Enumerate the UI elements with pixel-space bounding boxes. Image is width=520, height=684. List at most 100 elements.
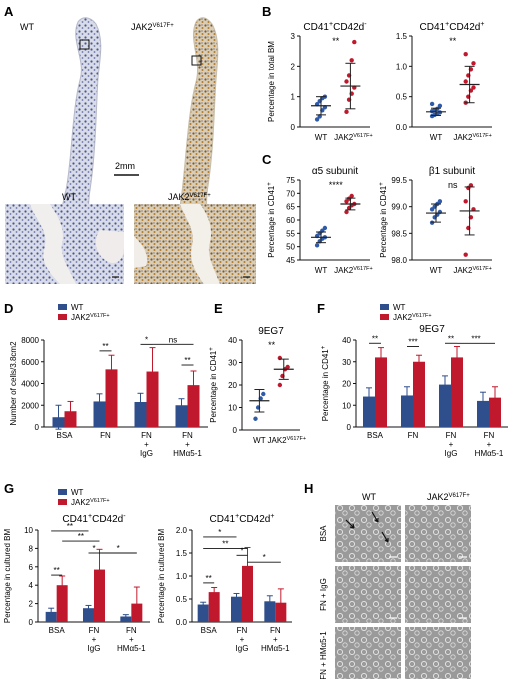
chart-b1-point [344,109,349,115]
chart-b2-point [471,61,476,66]
chart-f-legend-swatch-jak2 [380,314,389,320]
chart-g1-bar [56,585,68,622]
chart-f-legend-jak2: JAK2V617F+ [393,313,432,322]
chart-d-legend-jak2: JAK2V617F+ [71,313,110,322]
chart-g1-sig-label: ** [78,532,84,541]
chart-d-category-label: IgG [140,449,153,458]
chart-c1-ylabel: Percentage in CD41+ [267,182,276,258]
chart-d-ytick-label: 0 [35,423,40,432]
chart-g1-category-label: BSA [49,626,66,635]
micrograph-row-label: FN + IgG [319,578,328,611]
jak2-zoom-box [191,55,202,66]
chart-g2-ytick-label: 0.0 [176,618,188,627]
chart-f-bar [413,361,425,427]
chart-b1-xlabel-wt: WT [315,133,328,142]
chart-f-sig-label: ** [448,334,454,343]
chart-g2-bar [264,601,276,622]
chart-g2-sig-label: ** [206,574,212,583]
chart-c2-point [437,199,443,204]
chart-g2-bar [242,565,253,622]
chart-b2-ytick-label: 0.0 [396,123,408,132]
chart-c1-xlabel-jak2: JAK2V617F+ [334,266,373,275]
chart-b2-point [437,110,443,115]
chart-g2-sig-label: * [263,553,266,562]
chart-b1-point [344,79,349,84]
chart-d-sig-label: ** [102,342,108,351]
chart-g2-category-label: IgG [236,644,249,653]
chart-g1-category-label: HMα5-1 [117,644,146,653]
chart-f-bar [489,397,501,427]
chart-d-legend-swatch-jak2 [58,314,67,320]
zoom-wt-image [5,204,124,284]
chart-c1-ytick-label: 65 [286,203,295,212]
chart-d-category-label: HMα5-1 [173,449,202,458]
chart-g2-category-label: FN [237,626,248,635]
chart-c1-title: α5 subunit [312,166,359,177]
chart-g1-bar [83,608,94,622]
chart-g2-bar [208,592,220,622]
chart-e-point [277,382,283,388]
chart-g1-bar [94,569,105,622]
chart-b2-point [463,52,468,57]
chart-c2-title: β1 subunit [429,166,476,177]
chart-b2-point [463,79,468,84]
chart-g1-bar [45,611,57,622]
chart-b1-xlabel-jak2: JAK2V617F+ [334,133,373,142]
chart-c2-ylabel: Percentage in CD41+ [379,182,388,258]
chart-d-bar [175,405,188,427]
chart-g2-category-label: HMα5-1 [261,644,290,653]
chart-g1-ytick-label: 4 [29,581,34,590]
chart-f-bar [363,396,375,427]
chart-g1-legend-swatch-jak2 [58,499,67,505]
chart-b2-point [429,101,435,107]
chart-g2-sig-label: * [240,546,243,555]
chart-f-bar [439,384,451,427]
chart-f-bar [375,357,387,427]
chart-c-alpha5: 45 50 55 60 65 70 75 WT JAK2V617F+ **** α5 subunit… [267,166,373,275]
chart-d-category-label: + [144,440,149,449]
chart-d-ytick-label: 2000 [21,401,39,410]
chart-g2-bar [197,604,209,622]
chart-d-ytick-label: 6000 [21,358,39,367]
chart-g2-ylabel: Percentage in cultured BM [157,529,166,624]
chart-b1-ytick-label: 3 [291,32,296,41]
chart-b1-ylabel: Percentage in total BM [267,41,276,122]
chart-g1-ytick-label: 10 [24,526,33,535]
chart-c2-point [463,252,468,257]
panel-letter-h: H [304,481,313,496]
chart-b1-ytick-label: 0 [291,123,296,132]
chart-g2-ytick-label: 0.5 [176,595,188,604]
chart-f-ytick-label: 40 [342,336,351,345]
chart-b1-point [314,117,320,122]
chart-e-ytick-label: 30 [228,359,237,368]
zoom-jak2-label: JAK2V617F+ [168,192,211,202]
micrograph-cell [405,627,471,684]
chart-b2-ytick-label: 1.5 [396,32,408,41]
chart-c2-ytick-label: 99.5 [391,176,407,185]
chart-c2-point [468,183,474,188]
chart-f-category-label: FN [446,431,457,440]
chart-e-9eg7: 0 10 20 30 40 WT JAK2V617F+ ** 9EG7 Percentage in… [209,326,306,445]
scale-bar-label: 2mm [115,161,135,171]
wt-zoom-box [79,39,90,50]
chart-d-sig-label: ** [184,356,190,365]
chart-f-sig-label: *** [408,338,417,347]
panel-letter-a: A [4,4,14,19]
chart-f-sig-label: *** [471,334,480,343]
chart-c1-ytick-label: 60 [286,216,295,225]
chart-e-point [253,416,258,421]
chart-e-ylabel: Percentage in CD41+ [209,347,218,423]
chart-d-ytick-label: 4000 [21,380,39,389]
chart-d-sig-label: ns [169,335,177,344]
chart-f-category-label: HMα5-1 [475,449,504,458]
chart-f-ytick-label: 20 [342,380,351,389]
chart-g2-ytick-label: 1.0 [176,572,188,581]
micrograph-cell [335,505,401,562]
chart-g1-sig-label: ** [54,566,60,575]
chart-c1-ytick-label: 70 [286,189,295,198]
chart-f-sig-label: ** [372,334,378,343]
panel-letter-f: F [317,301,325,316]
chart-e-xlabel-wt: WT [253,436,266,445]
chart-e-ytick-label: 40 [228,336,237,345]
